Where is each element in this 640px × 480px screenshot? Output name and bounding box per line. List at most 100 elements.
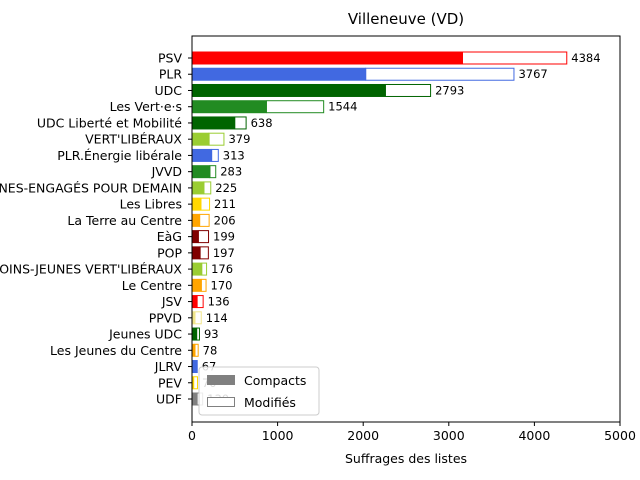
x-tick-label: 0 [188, 428, 196, 443]
bar-modifies [196, 360, 198, 374]
bar-compacts [192, 197, 201, 211]
bar-compacts [192, 278, 202, 292]
data-label: 197 [213, 246, 235, 260]
bar-compacts [192, 230, 199, 244]
bar-modifies [211, 148, 219, 162]
bar-modifies [199, 246, 209, 260]
y-tick-label: EàG [157, 229, 182, 244]
bar-compacts [192, 165, 210, 179]
bar-compacts [192, 83, 386, 97]
data-label: 2793 [435, 83, 464, 97]
bar-modifies [196, 295, 204, 309]
data-label: 176 [211, 262, 233, 276]
data-label: 313 [223, 148, 245, 162]
bar-modifies [234, 116, 247, 130]
bar-modifies [201, 262, 208, 276]
bar-compacts [192, 392, 198, 406]
legend-label: Modifiés [244, 395, 296, 410]
x-tick-label: 1000 [262, 428, 294, 443]
bar-modifies [197, 230, 210, 244]
bar-compacts [192, 132, 210, 146]
bar-modifies [203, 181, 212, 195]
data-label: 78 [203, 343, 218, 357]
bar-compacts [192, 67, 366, 81]
data-label: 3767 [518, 67, 547, 81]
x-tick-label: 2000 [347, 428, 379, 443]
legend-swatch-outline [207, 397, 235, 407]
bar-compacts [192, 295, 198, 309]
legend-label: Compacts [244, 373, 306, 388]
bar-compacts [192, 343, 195, 357]
data-label: 206 [214, 213, 236, 227]
bar-modifies [209, 165, 217, 179]
bar-modifies [208, 132, 225, 146]
bar-modifies [200, 278, 207, 292]
y-tick-label: JLRV [154, 359, 183, 374]
bar-compacts [192, 51, 463, 65]
data-label: 225 [215, 181, 237, 195]
bar-modifies [365, 67, 515, 81]
y-tick-label: VERT'LIBÉRAUX [85, 132, 182, 147]
data-label: 379 [228, 132, 250, 146]
bar-modifies [196, 327, 200, 341]
data-label: 136 [208, 295, 230, 309]
x-tick-label: 3000 [433, 428, 465, 443]
data-label: 114 [206, 311, 228, 325]
y-tick-label: Jeunes UDC [108, 327, 182, 342]
chart-title: Villeneuve (VD) [348, 10, 464, 28]
y-tick-label: Les Libres [120, 197, 182, 212]
bar-compacts [192, 100, 267, 114]
y-tick-label: UDF [156, 392, 182, 407]
bar-compacts [192, 262, 202, 276]
legend-swatch-filled [207, 375, 235, 385]
y-tick-label: JVVD [151, 164, 182, 179]
y-tick-label: PEV [158, 375, 182, 390]
y-tick-label: PLR.Énergie libérale [57, 148, 182, 163]
y-tick-label: POP [157, 245, 182, 260]
x-tick-label: 4000 [518, 428, 550, 443]
data-label: 638 [251, 116, 273, 130]
data-label: 211 [214, 197, 236, 211]
legend: Compacts Modifiés [198, 366, 320, 416]
plot-frame [191, 35, 621, 423]
data-label: 170 [211, 278, 233, 292]
bar-modifies [194, 343, 199, 357]
data-label: 1544 [328, 100, 357, 114]
y-tick-label: JEUNES-ET-MOINS-JEUNES-ENGAGÉS POUR DEMA… [0, 180, 182, 195]
y-tick-label: La Terre au Centre [67, 213, 182, 228]
x-tick-label: 5000 [604, 428, 636, 443]
y-tick-label: Les Vert·e·s [110, 99, 182, 114]
plot-area: 4384 PSV 3767 PLR 2793 UDC 1544 Les Vert·e·s 638… [0, 35, 636, 443]
bar-modifies [199, 213, 210, 227]
bar-compacts [192, 311, 195, 325]
bar-compacts [192, 360, 197, 374]
y-tick-label: JEUNES-ET-MOINS-JEUNES VERT'LIBÉRAUX [0, 262, 182, 277]
x-axis-label: Suffrages des listes [345, 451, 467, 466]
bar-compacts [192, 246, 201, 260]
y-tick-label: Les Jeunes du Centre [50, 343, 182, 358]
y-tick-label: PSV [158, 51, 182, 66]
bar-compacts [192, 181, 204, 195]
y-tick-label: UDC Liberté et Mobilité [37, 115, 182, 130]
bar-compacts [192, 148, 212, 162]
data-label: 199 [213, 230, 235, 244]
y-tick-label: UDC [154, 83, 182, 98]
bar-compacts [192, 376, 194, 390]
bar-modifies [200, 197, 211, 211]
bar-modifies [384, 83, 432, 97]
bar-compacts [192, 116, 235, 130]
y-tick-label: PLR [159, 67, 183, 82]
bar-compacts [192, 327, 197, 341]
data-label: 283 [220, 165, 242, 179]
bar-modifies [265, 100, 325, 114]
y-tick-label: PPVD [149, 310, 182, 325]
y-tick-label: JSV [161, 294, 183, 309]
bar-compacts [192, 213, 200, 227]
data-label: 4384 [571, 51, 600, 65]
bar-modifies [461, 51, 568, 65]
bar-modifies [193, 376, 198, 390]
bar-modifies [194, 311, 202, 325]
y-tick-label: Le Centre [122, 278, 183, 293]
data-label: 93 [204, 327, 219, 341]
